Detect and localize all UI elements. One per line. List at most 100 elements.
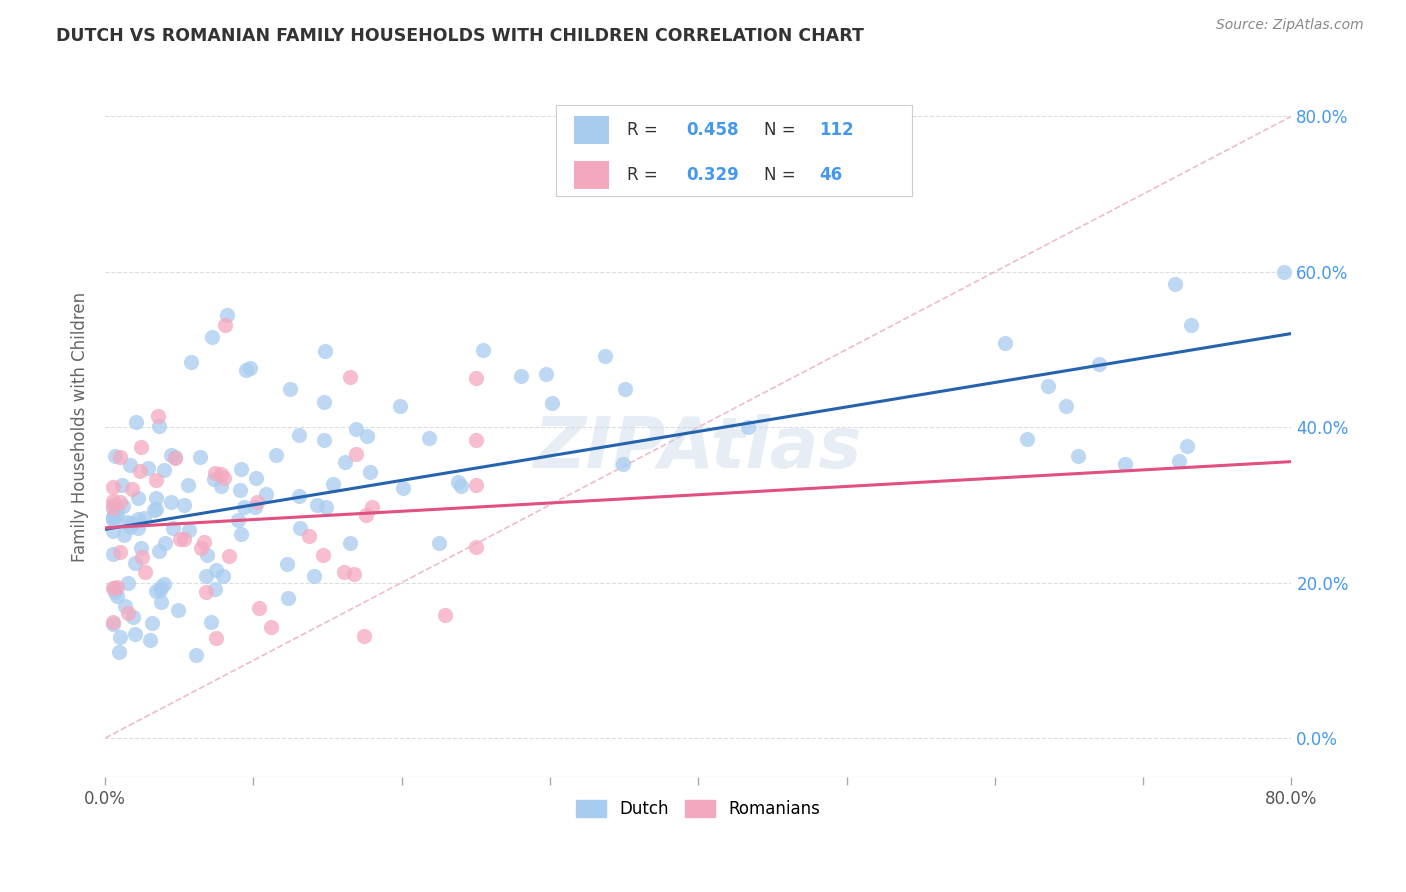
Point: [232, 500, 254, 515]
Text: 112: 112: [820, 121, 853, 139]
Point: [190, 541, 212, 555]
Point: [209, 479, 232, 493]
Point: [612, 457, 634, 471]
Point: [202, 472, 225, 486]
Point: [1054, 399, 1077, 413]
Point: [127, 512, 149, 526]
Point: [108, 495, 131, 509]
Point: [117, 515, 139, 529]
Point: [226, 513, 249, 527]
Text: 46: 46: [820, 167, 842, 185]
Point: [138, 632, 160, 647]
Point: [129, 440, 152, 454]
Point: [354, 508, 377, 523]
Point: [146, 409, 169, 423]
Point: [153, 535, 176, 549]
Point: [1114, 457, 1136, 471]
Point: [204, 582, 226, 596]
Point: [101, 524, 124, 539]
Point: [389, 399, 412, 413]
Point: [101, 509, 124, 524]
Point: [245, 500, 267, 515]
Point: [464, 477, 486, 491]
Point: [159, 495, 181, 509]
Point: [101, 498, 124, 512]
Point: [229, 483, 252, 497]
Point: [169, 532, 191, 546]
Point: [150, 580, 173, 594]
Point: [177, 477, 200, 491]
Point: [231, 526, 253, 541]
Point: [247, 601, 270, 615]
Text: 0.329: 0.329: [686, 167, 740, 185]
Point: [1163, 277, 1185, 291]
Point: [333, 565, 356, 579]
Point: [344, 422, 367, 436]
Point: [134, 565, 156, 579]
Point: [339, 536, 361, 550]
Point: [110, 450, 132, 464]
Point: [204, 563, 226, 577]
Point: [214, 318, 236, 333]
Point: [129, 541, 152, 555]
Point: [117, 576, 139, 591]
Point: [464, 540, 486, 554]
Point: [117, 606, 139, 620]
Point: [214, 471, 236, 485]
Point: [209, 467, 232, 481]
Point: [101, 480, 124, 494]
Point: [103, 582, 125, 596]
Point: [1272, 265, 1295, 279]
Point: [163, 450, 186, 464]
Point: [204, 467, 226, 481]
Point: [111, 478, 134, 492]
Point: [105, 502, 128, 516]
Point: [994, 335, 1017, 350]
Point: [322, 477, 344, 491]
Point: [447, 475, 470, 490]
Point: [737, 420, 759, 434]
Point: [314, 343, 336, 358]
Point: [217, 308, 239, 322]
Text: 0.458: 0.458: [686, 121, 740, 139]
Point: [201, 330, 224, 344]
Point: [101, 616, 124, 631]
Point: [149, 582, 172, 597]
Point: [110, 630, 132, 644]
Point: [534, 367, 557, 381]
Point: [464, 433, 486, 447]
Point: [335, 455, 357, 469]
Point: [101, 513, 124, 527]
Point: [1036, 378, 1059, 392]
Point: [211, 569, 233, 583]
Point: [1168, 454, 1191, 468]
Point: [124, 415, 146, 429]
Point: [510, 369, 533, 384]
Point: [145, 583, 167, 598]
Point: [104, 584, 127, 599]
Point: [450, 478, 472, 492]
Point: [141, 615, 163, 630]
Point: [145, 474, 167, 488]
FancyBboxPatch shape: [574, 116, 609, 144]
Point: [1180, 318, 1202, 333]
Point: [167, 603, 190, 617]
Point: [108, 645, 131, 659]
Text: Source: ZipAtlas.com: Source: ZipAtlas.com: [1216, 18, 1364, 32]
Point: [613, 382, 636, 396]
Point: [195, 584, 218, 599]
Point: [312, 394, 335, 409]
Text: N =: N =: [763, 167, 800, 185]
Point: [392, 481, 415, 495]
Point: [254, 487, 277, 501]
Point: [101, 501, 124, 516]
Point: [148, 544, 170, 558]
Point: [307, 498, 329, 512]
Point: [195, 548, 218, 562]
Point: [288, 489, 311, 503]
Point: [593, 349, 616, 363]
Point: [188, 450, 211, 464]
Point: [418, 431, 440, 445]
Point: [120, 520, 142, 534]
Point: [114, 599, 136, 614]
